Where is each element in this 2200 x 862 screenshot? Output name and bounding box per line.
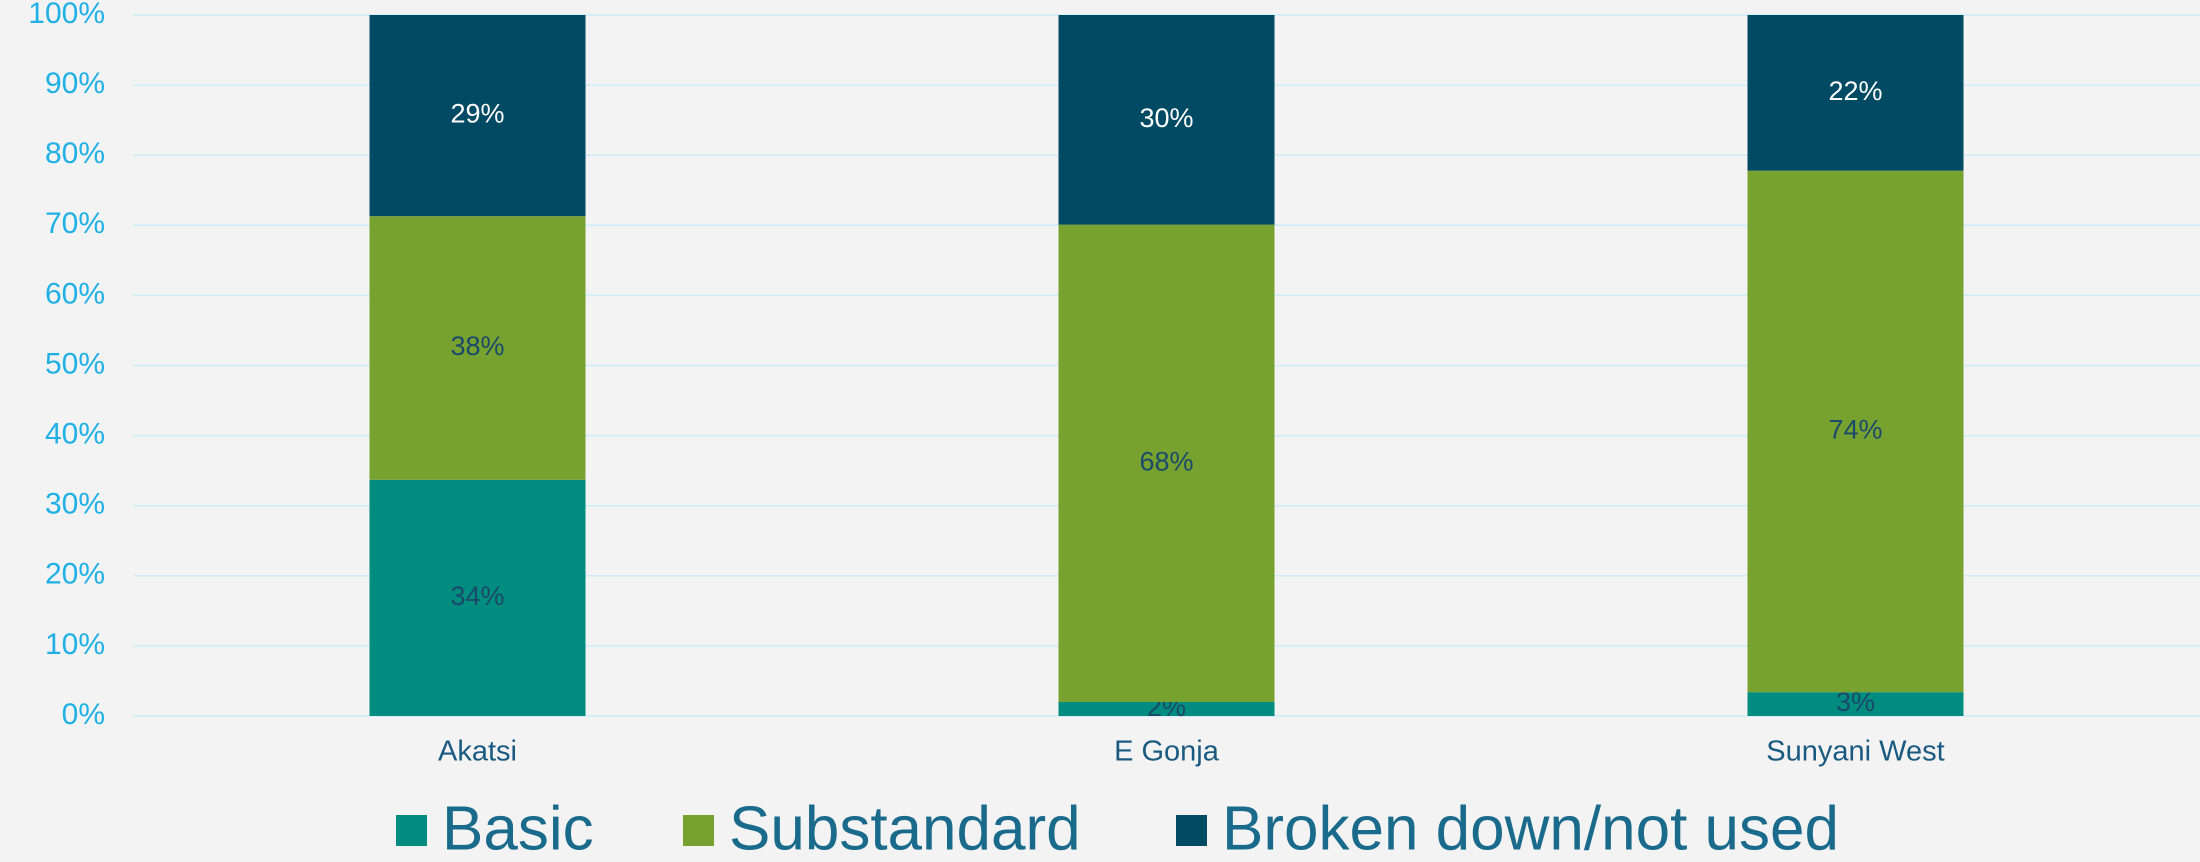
bar-segment [369, 15, 586, 217]
legend-swatch [396, 815, 427, 846]
y-tick-label: 90% [45, 67, 105, 100]
y-tick-label: 0% [62, 698, 105, 731]
bar-segment [1058, 701, 1275, 716]
legend-swatch [683, 815, 714, 846]
x-tick-label: Akatsi [438, 736, 517, 768]
y-tick-label: 70% [45, 207, 105, 240]
x-tick-label: Sunyani West [1766, 736, 1944, 768]
bar-segment [1747, 170, 1964, 693]
y-tick-label: 60% [45, 277, 105, 310]
y-tick-label: 40% [45, 418, 105, 451]
x-tick-label: E Gonja [1114, 736, 1220, 768]
y-tick-label: 100% [28, 0, 105, 30]
legend-swatch [1176, 815, 1207, 846]
data-label: 22% [1828, 76, 1882, 106]
y-tick-label: 80% [45, 137, 105, 170]
data-label: 38% [450, 331, 504, 361]
legend-label: Basic [442, 794, 594, 862]
data-label: 34% [450, 581, 504, 611]
y-tick-label: 50% [45, 347, 105, 380]
data-label: 74% [1828, 415, 1882, 445]
y-tick-label: 10% [45, 628, 105, 661]
bar-segment [1058, 224, 1275, 702]
bar-segment [1747, 15, 1964, 171]
legend-label: Broken down/not used [1222, 794, 1839, 862]
y-tick-label: 30% [45, 488, 105, 521]
data-label: 30% [1139, 103, 1193, 133]
bar-segment [1058, 15, 1275, 225]
y-tick-label: 20% [45, 558, 105, 591]
bar-segment [1747, 692, 1964, 716]
legend-label: Substandard [729, 794, 1081, 862]
data-label: 68% [1139, 446, 1193, 476]
bar-segment [369, 479, 586, 716]
data-label: 29% [450, 99, 504, 129]
bar-segment [369, 216, 586, 480]
data-label: 3% [1836, 687, 1875, 717]
